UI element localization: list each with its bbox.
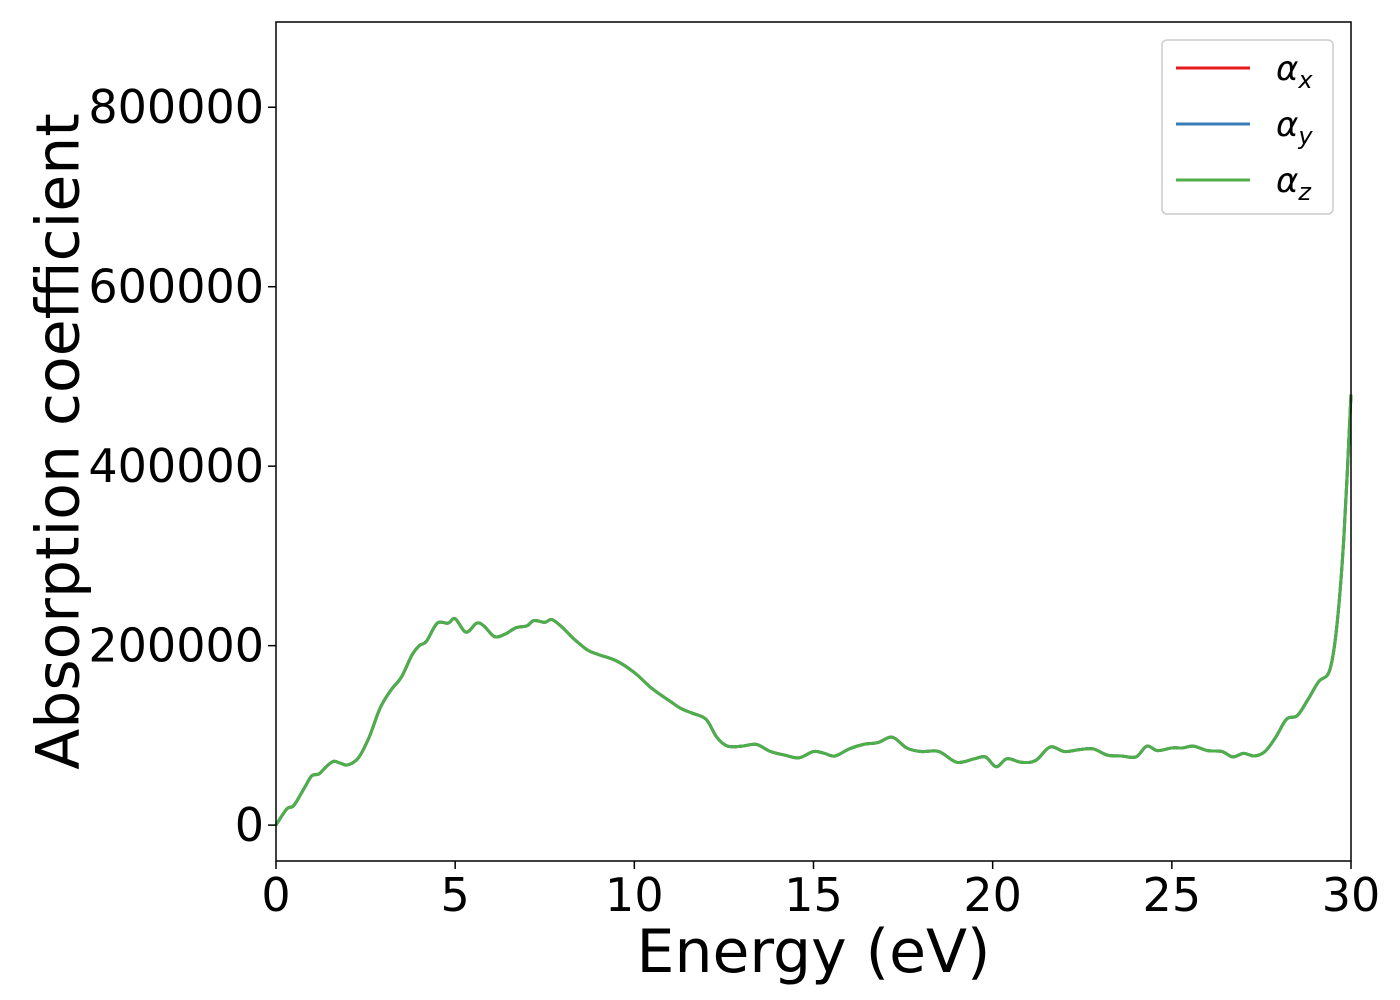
series-line-1 [274, 394, 1353, 826]
series-line-0 [274, 394, 1353, 826]
series-lines [274, 394, 1353, 826]
y-tick-label: 800000 [88, 80, 264, 134]
x-tick-label: 0 [261, 868, 290, 922]
y-tick-label: 400000 [88, 439, 264, 493]
x-axis-label: Energy (eV) [637, 917, 991, 987]
legend: αx αy αz [1161, 39, 1334, 215]
plot-frame [275, 21, 1352, 862]
x-tick-label: 10 [605, 868, 664, 922]
y-tick-label: 600000 [88, 260, 264, 314]
legend-box [1161, 39, 1334, 215]
y-tick-label: 200000 [88, 619, 264, 673]
series-line-2 [274, 394, 1353, 826]
y-tick-label: 0 [235, 798, 264, 852]
x-tick-label: 20 [963, 868, 1022, 922]
legend-label: αx [1276, 49, 1313, 94]
legend-label: αy [1276, 105, 1313, 150]
y-axis-ticks: 0 200000 400000 600000 800000 [88, 80, 276, 852]
x-tick-label: 5 [441, 868, 470, 922]
x-tick-label: 30 [1322, 868, 1381, 922]
legend-label: αz [1276, 161, 1312, 206]
x-tick-label: 25 [1143, 868, 1202, 922]
y-axis-label: Absorption coefficient [24, 113, 94, 770]
x-tick-label: 15 [784, 868, 843, 922]
x-axis-ticks: 0 5 10 15 20 25 30 [261, 861, 1380, 922]
